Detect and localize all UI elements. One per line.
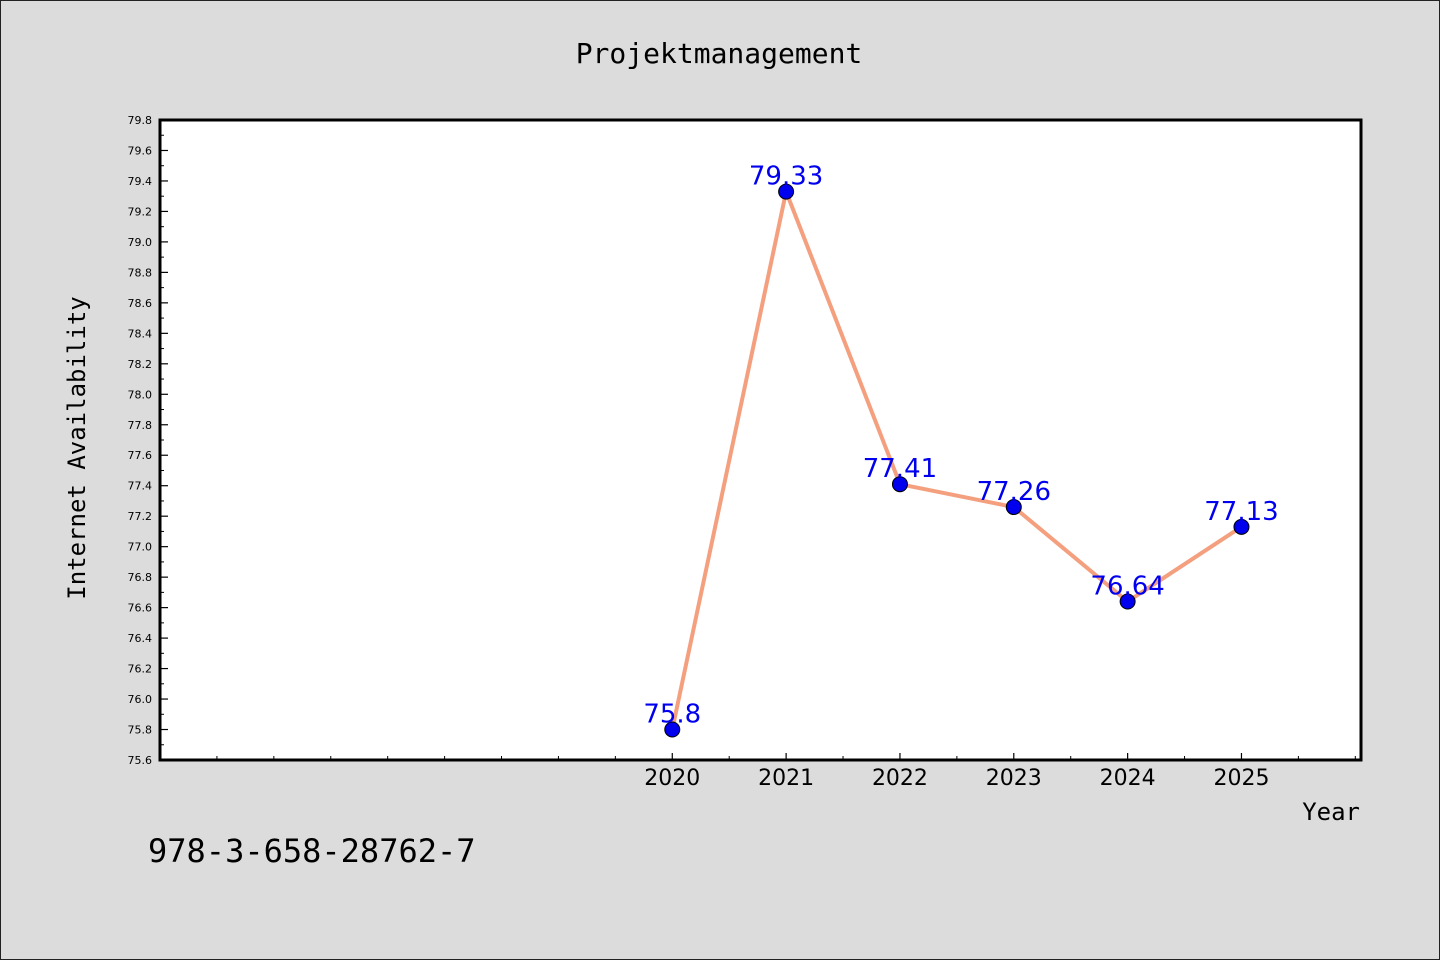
y-tick-label: 76.2 xyxy=(128,663,153,676)
y-tick-label: 77.2 xyxy=(128,510,153,523)
data-label: 77.26 xyxy=(977,477,1051,507)
data-label: 76.64 xyxy=(1090,572,1164,602)
x-axis: 2020 2021 2022 2023 2024 2025 xyxy=(159,753,1356,791)
y-tick-label: 76.4 xyxy=(128,632,153,645)
x-tick-label: 2022 xyxy=(872,766,928,791)
y-tick-label: 78.8 xyxy=(128,266,153,279)
y-axis-label: Internet Availability xyxy=(63,296,91,599)
y-tick-label: 79.4 xyxy=(128,175,153,188)
series-line xyxy=(670,189,1243,730)
data-point xyxy=(1005,499,1022,516)
y-tick-label: 79.8 xyxy=(128,114,153,127)
y-tick-label: 75.8 xyxy=(128,724,153,737)
data-label: 75.8 xyxy=(643,700,701,730)
chart-title: Projektmanagement xyxy=(576,37,863,70)
y-tick-label: 76.6 xyxy=(128,602,153,615)
data-label: 79.33 xyxy=(749,162,823,192)
y-tick-label: 79.2 xyxy=(128,205,153,218)
data-point xyxy=(1233,518,1250,535)
y-tick-label: 78.6 xyxy=(128,297,153,310)
series-layer: 75.8 79.33 77.41 77.26 76.64 77.13 xyxy=(643,162,1279,738)
x-tick-label: 2024 xyxy=(1100,766,1156,791)
plot-area xyxy=(158,118,1363,762)
data-point xyxy=(778,183,795,200)
y-tick-label: 76.8 xyxy=(128,571,153,584)
data-point xyxy=(664,721,681,738)
x-tick-label: 2020 xyxy=(644,766,700,791)
data-label: 77.41 xyxy=(863,454,937,484)
x-tick-label: 2021 xyxy=(758,766,814,791)
y-tick-label: 76.0 xyxy=(128,693,153,706)
data-label: 77.13 xyxy=(1204,497,1278,527)
isbn-identifier: 978-3-658-28762-7 xyxy=(148,832,476,870)
y-tick-label: 77.6 xyxy=(128,449,153,462)
y-tick-label: 79.6 xyxy=(128,144,153,157)
y-tick-label: 77.4 xyxy=(128,480,153,493)
y-tick-label: 78.4 xyxy=(128,327,153,340)
y-tick-label: 78.2 xyxy=(128,358,153,371)
y-tick-label: 77.8 xyxy=(128,419,153,432)
x-tick-label: 2023 xyxy=(986,766,1042,791)
x-tick-label: 2025 xyxy=(1213,766,1269,791)
x-axis-label: Year xyxy=(1302,798,1360,826)
y-tick-label: 77.0 xyxy=(128,541,153,554)
data-point xyxy=(1119,593,1136,610)
y-tick-label: 75.6 xyxy=(128,754,153,767)
y-axis: 75.6 75.8 76.0 76.2 76.4 76.6 76.8 77.0 77.2 77.4… xyxy=(128,114,168,767)
y-tick-label: 79.0 xyxy=(128,236,153,249)
data-point xyxy=(891,476,908,493)
y-tick-label: 78.0 xyxy=(128,388,153,401)
